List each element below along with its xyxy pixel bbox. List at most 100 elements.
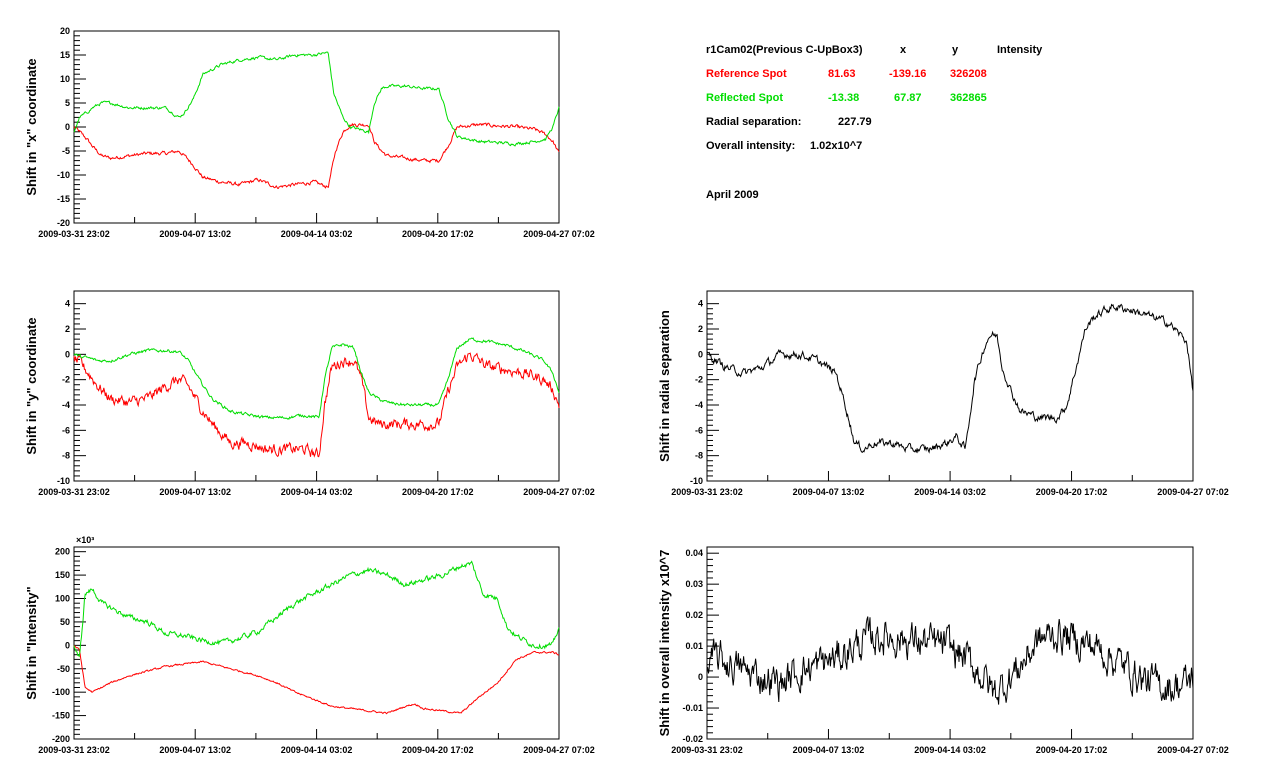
y-tick-label: -6 xyxy=(62,425,70,435)
x-tick-label: 2009-04-20 17:02 xyxy=(1036,487,1108,497)
x-tick-label: 2009-04-07 13:02 xyxy=(159,229,231,239)
y-tick-label: 15 xyxy=(60,50,70,60)
overall-shift-chart: -0.02 -0.01 0 0.01 0.02 0.03 0.04 2009-03-31 23… xyxy=(657,546,1229,755)
y-shift-chart: -10 -8 -6 -4 -2 0 2 4 2009-03-31 23:02 2009-04-07… xyxy=(24,290,595,497)
plot-frame xyxy=(73,30,560,224)
y-tick-label: -150 xyxy=(52,711,70,721)
plot-frame xyxy=(73,290,560,482)
overall-intensity-label: Overall intensity: xyxy=(706,140,796,152)
x-tick-label: 2009-04-07 13:02 xyxy=(793,487,865,497)
y-tick-label: 5 xyxy=(65,98,70,108)
y-axis-label: Shift in overall intensity x10^7 xyxy=(657,550,672,737)
y-tick-label: -10 xyxy=(57,170,70,180)
y-tick-label: 4 xyxy=(698,299,703,309)
x-column-header: x xyxy=(900,44,907,56)
y-tick-label: 0 xyxy=(698,672,703,682)
radial-separation-value: 227.79 xyxy=(838,116,872,128)
x-tick-label: 2009-04-14 03:02 xyxy=(281,487,353,497)
single-series-line xyxy=(706,303,1194,454)
radial-shift-chart: -10 -8 -6 -4 -2 0 2 4 2009-03-31 23:02 2009-04-07… xyxy=(657,290,1229,497)
x-tick-label: 2009-04-27 07:02 xyxy=(523,229,595,239)
x-tick-label: 2009-03-31 23:02 xyxy=(38,229,110,239)
x-tick-label: 2009-04-20 17:02 xyxy=(1036,745,1108,755)
overall-intensity-value: 1.02x10^7 xyxy=(810,140,863,152)
y-tick-label: -10 xyxy=(57,476,70,486)
y-tick-label: -4 xyxy=(62,400,70,410)
x-tick-label: 2009-04-27 07:02 xyxy=(1157,487,1229,497)
x-tick-label: 2009-04-20 17:02 xyxy=(402,745,474,755)
y-tick-label: 2 xyxy=(65,324,70,334)
x-tick-label: 2009-04-14 03:02 xyxy=(281,745,353,755)
y-tick-label: 0 xyxy=(65,640,70,650)
y-tick-label: -8 xyxy=(62,451,70,461)
x-tick-label: 2009-03-31 23:02 xyxy=(38,487,110,497)
y-tick-label: 0 xyxy=(65,349,70,359)
x-tick-label: 2009-04-27 07:02 xyxy=(1157,745,1229,755)
y-tick-label: 0.04 xyxy=(685,548,703,558)
reflected-series-line xyxy=(73,560,560,658)
reference-spot-intensity: 326208 xyxy=(950,68,987,80)
y-tick-label: 200 xyxy=(55,547,70,557)
reflected-series-line xyxy=(73,337,560,420)
reflected-spot-x: -13.38 xyxy=(828,92,860,104)
y-column-header: y xyxy=(952,44,959,56)
y-tick-label: 2 xyxy=(698,324,703,334)
single-series-line xyxy=(706,616,1194,705)
y-tick-label: -15 xyxy=(57,194,70,204)
y-tick-label: -0.01 xyxy=(682,703,703,713)
reflected-series-line xyxy=(73,51,560,147)
y-axis-label: Shift in "x" coordinate xyxy=(24,58,39,195)
x-tick-label: 2009-03-31 23:02 xyxy=(671,745,743,755)
y-tick-label: 0.01 xyxy=(685,641,703,651)
period-label: April 2009 xyxy=(706,189,759,201)
intensity-column-header: Intensity xyxy=(997,44,1043,56)
y-tick-label: 50 xyxy=(60,617,70,627)
x-tick-label: 2009-04-07 13:02 xyxy=(793,745,865,755)
y-tick-label: -20 xyxy=(57,218,70,228)
reflected-spot-label: Reflected Spot xyxy=(706,92,784,104)
x-tick-label: 2009-04-14 03:02 xyxy=(281,229,353,239)
info-panel: r1Cam02(Previous C-UpBox3) x y Intensity… xyxy=(706,40,1126,220)
y-axis-label: Shift in "Intensity" xyxy=(24,586,39,699)
y-tick-label: -200 xyxy=(52,734,70,744)
reference-spot-label: Reference Spot xyxy=(706,68,787,80)
y-tick-label: 10 xyxy=(60,74,70,84)
x-tick-label: 2009-04-14 03:02 xyxy=(914,745,986,755)
x-tick-label: 2009-03-31 23:02 xyxy=(38,745,110,755)
x-tick-label: 2009-04-20 17:02 xyxy=(402,229,474,239)
y-tick-label: -8 xyxy=(695,451,703,461)
y-tick-label: -100 xyxy=(52,687,70,697)
x-tick-label: 2009-04-20 17:02 xyxy=(402,487,474,497)
reference-series-line xyxy=(73,122,560,189)
y-tick-label: 150 xyxy=(55,570,70,580)
y-tick-label: 0 xyxy=(65,122,70,132)
plot-frame xyxy=(706,290,1194,482)
camera-label: r1Cam02(Previous C-UpBox3) xyxy=(706,44,863,56)
y-tick-label: -2 xyxy=(62,375,70,385)
y-tick-label: 4 xyxy=(65,299,70,309)
y-tick-label: -10 xyxy=(690,476,703,486)
y-axis-exponent: ×10³ xyxy=(76,535,94,545)
y-tick-label: -50 xyxy=(57,664,70,674)
y-tick-label: -6 xyxy=(695,425,703,435)
y-tick-label: 100 xyxy=(55,594,70,604)
y-tick-label: 20 xyxy=(60,26,70,36)
plot-frame xyxy=(73,546,560,740)
x-tick-label: 2009-04-27 07:02 xyxy=(523,745,595,755)
y-tick-label: 0 xyxy=(698,349,703,359)
y-tick-label: -0.02 xyxy=(682,734,703,744)
y-tick-label: 0.03 xyxy=(685,579,703,589)
x-tick-label: 2009-04-14 03:02 xyxy=(914,487,986,497)
y-tick-label: -2 xyxy=(695,375,703,385)
reference-series-line xyxy=(73,644,560,715)
reference-spot-x: 81.63 xyxy=(828,68,856,80)
reflected-spot-intensity: 362865 xyxy=(950,92,987,104)
x-tick-label: 2009-03-31 23:02 xyxy=(671,487,743,497)
y-axis-label: Shift in "y" coordinate xyxy=(24,317,39,454)
reference-spot-y: -139.16 xyxy=(889,68,927,80)
y-tick-label: -5 xyxy=(62,146,70,156)
x-tick-label: 2009-04-27 07:02 xyxy=(523,487,595,497)
y-tick-label: 0.02 xyxy=(685,610,703,620)
x-tick-label: 2009-04-07 13:02 xyxy=(159,745,231,755)
